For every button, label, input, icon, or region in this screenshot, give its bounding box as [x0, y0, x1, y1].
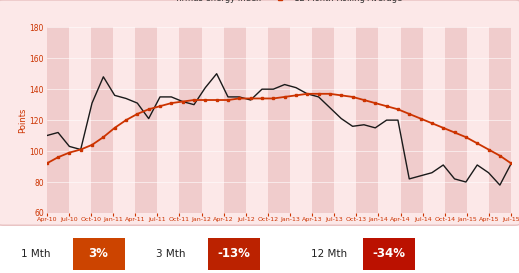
Bar	[312, 27, 334, 213]
Bar	[91, 27, 113, 213]
Bar	[69, 27, 91, 213]
Legend: 'firmus energy Index', '12 Month Rolling Average': 'firmus energy Index', '12 Month Rolling…	[149, 0, 408, 6]
Bar	[423, 27, 445, 213]
Bar	[268, 27, 290, 213]
Text: -34%: -34%	[373, 247, 406, 260]
Bar	[489, 27, 511, 213]
Text: -13%: -13%	[217, 247, 250, 260]
Bar	[378, 27, 401, 213]
Bar	[467, 27, 489, 213]
Bar	[224, 27, 246, 213]
Bar	[401, 27, 423, 213]
Bar	[357, 27, 378, 213]
Text: 3 Mth: 3 Mth	[156, 249, 185, 259]
Text: 3%: 3%	[89, 247, 108, 260]
Y-axis label: Points: Points	[18, 108, 26, 133]
Text: 1 Mth: 1 Mth	[21, 249, 50, 259]
Bar	[290, 27, 312, 213]
Bar	[157, 27, 180, 213]
Bar	[47, 27, 69, 213]
Bar	[246, 27, 268, 213]
Text: 12 Mth: 12 Mth	[311, 249, 348, 259]
Bar	[113, 27, 135, 213]
Bar	[180, 27, 201, 213]
Bar	[334, 27, 357, 213]
Bar	[135, 27, 157, 213]
Bar	[201, 27, 224, 213]
Bar	[445, 27, 467, 213]
